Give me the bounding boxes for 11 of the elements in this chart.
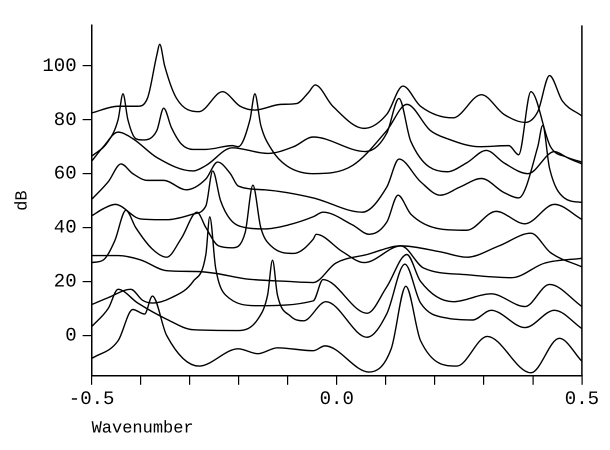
y-tick-label: 40 [54, 216, 77, 239]
y-tick-label: 80 [54, 108, 77, 131]
x-tick-label: 0.0 [320, 388, 354, 410]
y-tick-label: 100 [42, 54, 77, 77]
x-tick-label: -0.5 [68, 388, 114, 410]
y-tick-label: 20 [54, 270, 77, 292]
y-tick-label: 0 [65, 324, 77, 346]
x-axis-title: Wavenumber [92, 419, 194, 438]
y-axis-title: dB [14, 190, 33, 211]
y-tick-label: 60 [54, 162, 77, 185]
x-tick-label: 0.5 [564, 388, 600, 410]
